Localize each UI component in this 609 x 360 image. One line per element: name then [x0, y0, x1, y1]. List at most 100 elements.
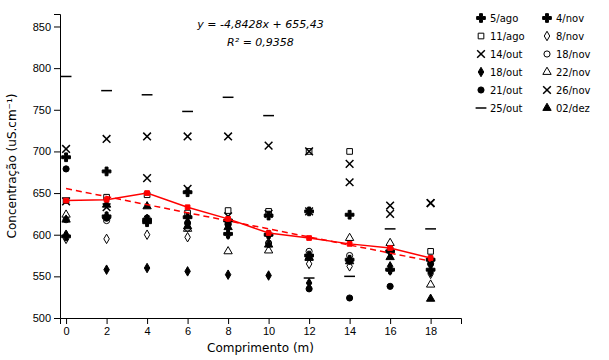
legend-marker [543, 103, 551, 110]
legend: 5/ago 11/ago 14/out 18/out 21/out 25/out 4/nov… [476, 13, 591, 114]
annotation: R² = 0,9358 [227, 36, 294, 49]
point [347, 295, 353, 301]
point [102, 167, 111, 176]
point [428, 249, 434, 255]
legend-item: 4/nov [543, 13, 585, 24]
point [428, 257, 434, 263]
point [63, 198, 69, 204]
y-axis-line [54, 15, 61, 319]
legend-item: 18/out [478, 67, 522, 78]
legend-label: 11/ago [490, 31, 525, 42]
point [305, 252, 313, 259]
point [225, 208, 231, 214]
y-tick: 600 [33, 229, 60, 241]
scatter-series [61, 76, 436, 278]
x-tick: 4 [145, 318, 151, 337]
scatter-series [62, 207, 435, 264]
x-tick-mark [147, 318, 148, 324]
x-tick-label: 18 [425, 325, 437, 337]
legend-label: 14/out [490, 49, 523, 60]
y-tick-mark [54, 68, 60, 69]
x-tick-mark [228, 318, 229, 324]
x-tick-mark [269, 318, 270, 324]
legend-item: 26/nov [543, 85, 590, 96]
x-tick-mark [390, 318, 391, 324]
point [102, 212, 110, 219]
x-tick-label: 6 [185, 325, 191, 337]
x-tick: 16 [384, 318, 396, 337]
x-tick-label: 2 [104, 325, 110, 337]
legend-item: 21/out [478, 85, 523, 96]
legend-label: 25/out [490, 103, 523, 114]
x-tick-label: 16 [384, 325, 396, 337]
y-tick-mark [54, 318, 60, 319]
x-tick-mark [107, 318, 108, 324]
scatter-series [63, 149, 433, 255]
x-tick: 14 [344, 318, 356, 337]
point [223, 97, 234, 99]
y-tick-label: 550 [33, 270, 51, 282]
point [425, 228, 436, 230]
x-tick-mark [350, 318, 351, 324]
point [266, 271, 271, 280]
legend-item: 18/nov [544, 49, 591, 60]
point [184, 133, 192, 141]
point [185, 232, 190, 241]
y-tick-label: 800 [33, 62, 51, 74]
x-tick: 2 [104, 318, 110, 337]
legend-item: 25/out [476, 103, 523, 114]
y-tick: 500 [33, 312, 60, 324]
point [346, 178, 354, 186]
point [62, 198, 70, 206]
point [185, 205, 190, 210]
annotation: y = -4,8428x + 655,43 [196, 18, 323, 31]
point [225, 270, 230, 279]
legend-marker [544, 51, 550, 57]
annotations: y = -4,8428x + 655,43 R² = 0,9358 [196, 18, 323, 49]
legend-label: 22/nov [556, 67, 591, 78]
legend-marker [478, 87, 484, 93]
legend-item: 5/ago [477, 13, 519, 24]
x-axis-title: Comprimento (m) [207, 341, 314, 355]
scatter-series [63, 230, 433, 288]
x-tick-mark [188, 318, 189, 324]
y-tick-mark [54, 110, 60, 111]
legend-marker [478, 67, 483, 76]
x-axis-line [61, 319, 462, 325]
point [304, 277, 315, 279]
y-axis-title: Concentração (uS.cm⁻¹) [5, 94, 19, 239]
y-tick-label: 500 [33, 312, 51, 324]
scatter-series [63, 230, 433, 279]
point [428, 269, 433, 278]
x-tick-mark [309, 318, 310, 324]
y-tick: 650 [33, 187, 60, 199]
point [224, 133, 232, 141]
point [265, 210, 273, 218]
point [263, 115, 274, 117]
x-tick: 0 [64, 318, 70, 337]
point [62, 145, 70, 153]
point [386, 202, 394, 210]
y-tick-label: 750 [33, 104, 51, 116]
y-tick: 700 [33, 145, 60, 157]
y-tick-label: 700 [33, 145, 51, 157]
point [104, 265, 109, 274]
legend-item: 14/out [477, 49, 522, 60]
x-tick-label: 4 [145, 325, 151, 337]
scatter-series [62, 210, 435, 287]
y-tick-mark [54, 193, 60, 194]
x-tick-label: 8 [226, 325, 232, 337]
y-tick-label: 650 [33, 187, 51, 199]
point [307, 236, 312, 241]
point [143, 214, 151, 221]
point [345, 210, 354, 219]
y-tick-mark [54, 276, 60, 277]
point [347, 149, 353, 155]
y-axis: 500550600650700750800850 [33, 15, 61, 325]
legend-item: 02/dez [543, 103, 590, 114]
x-tick-label: 10 [263, 325, 275, 337]
plot: 024681012141618500550600650700750800850y… [33, 15, 462, 337]
x-tick: 10 [263, 318, 275, 337]
point [265, 142, 273, 150]
line-series [66, 189, 431, 262]
